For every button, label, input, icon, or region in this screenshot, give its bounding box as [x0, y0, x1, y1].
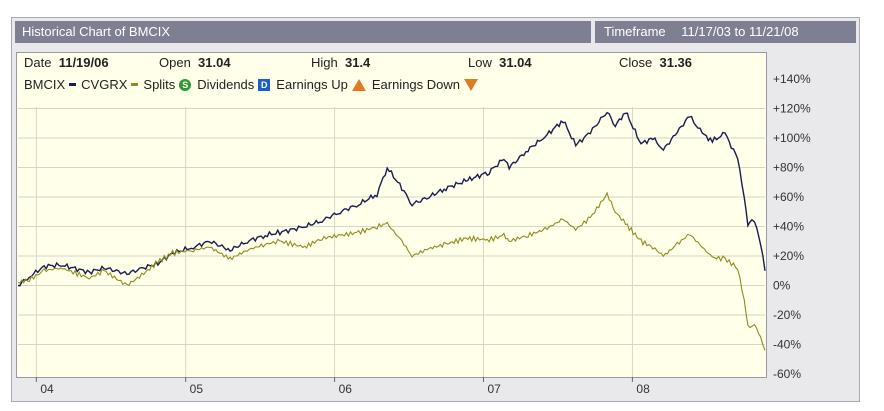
x-tick-label: 06	[339, 382, 353, 396]
dividends-icon: D	[258, 78, 271, 91]
timeframe-label: Timeframe	[604, 24, 666, 39]
y-tick-label: 0%	[773, 279, 791, 293]
quote-info: Date 11/19/06 Open 31.04 High 31.4 Low 31.0…	[24, 55, 692, 70]
legend-bmcix[interactable]: BMCIX	[24, 77, 66, 93]
series-line-bmcix	[17, 111, 766, 287]
plot-area[interactable]: Date 11/19/06 Open 31.04 High 31.4 Low 31.0…	[16, 52, 767, 378]
y-tick-label: +120%	[773, 102, 811, 116]
low-field: Low 31.04	[468, 55, 619, 70]
legend-cvgrx-swatch	[131, 83, 139, 87]
legend-earnings-down[interactable]: Earnings Down	[371, 77, 460, 93]
date-field: Date 11/19/06	[24, 55, 159, 70]
earnings-up-icon	[351, 78, 366, 91]
close-value: 31.36	[659, 55, 693, 70]
high-field: High 31.4	[311, 55, 468, 70]
y-tick-label: -60%	[773, 367, 801, 381]
x-tick-label: 07	[487, 382, 501, 396]
legend-splits[interactable]: Splits	[143, 77, 176, 93]
series-line-cvgrx	[17, 191, 766, 351]
high-label: High	[311, 55, 338, 70]
high-value: 31.4	[344, 55, 371, 70]
y-tick-label: +140%	[773, 72, 811, 86]
legend-dividends[interactable]: Dividends	[197, 77, 255, 93]
timeframe-box[interactable]: Timeframe 11/17/03 to 11/21/08	[595, 21, 856, 43]
close-label: Close	[619, 55, 653, 70]
legend: BMCIX CVGRX Splits S Dividends D Earnings Up Ea…	[24, 76, 478, 92]
low-label: Low	[468, 55, 492, 70]
open-value: 31.04	[198, 55, 231, 70]
legend-cvgrx[interactable]: CVGRX	[81, 77, 128, 93]
y-tick-label: +80%	[773, 161, 804, 175]
y-tick-label: -20%	[773, 308, 801, 322]
splits-icon: S	[179, 78, 192, 91]
title-bar: Historical Chart of BMCIX Timeframe 11/1…	[15, 21, 856, 43]
y-tick-label: +40%	[773, 220, 804, 234]
y-tick-label: -40%	[773, 338, 801, 352]
x-tick-label: 08	[636, 382, 650, 396]
x-tick-label: 05	[190, 382, 204, 396]
y-tick-label: +20%	[773, 249, 804, 263]
x-tick-label: 04	[40, 382, 54, 396]
price-chart[interactable]: +140% +120% +100% +80% +60% +40% +20% 0% -20% -40…	[16, 52, 856, 402]
y-tick-label: +60%	[773, 190, 804, 204]
y-tick-label: +100%	[773, 131, 811, 145]
date-value: 11/19/06	[58, 55, 109, 70]
open-field: Open 31.04	[159, 55, 311, 70]
close-field: Close 31.36	[619, 55, 692, 70]
date-label: Date	[24, 55, 52, 70]
open-label: Open	[159, 55, 191, 70]
legend-earnings-up[interactable]: Earnings Up	[276, 77, 348, 93]
chart-title: Historical Chart of BMCIX	[15, 21, 591, 43]
low-value: 31.04	[499, 55, 532, 70]
earnings-down-icon	[464, 78, 478, 91]
legend-bmcix-swatch	[69, 83, 77, 87]
timeframe-range[interactable]: 11/17/03 to 11/21/08	[681, 24, 799, 39]
